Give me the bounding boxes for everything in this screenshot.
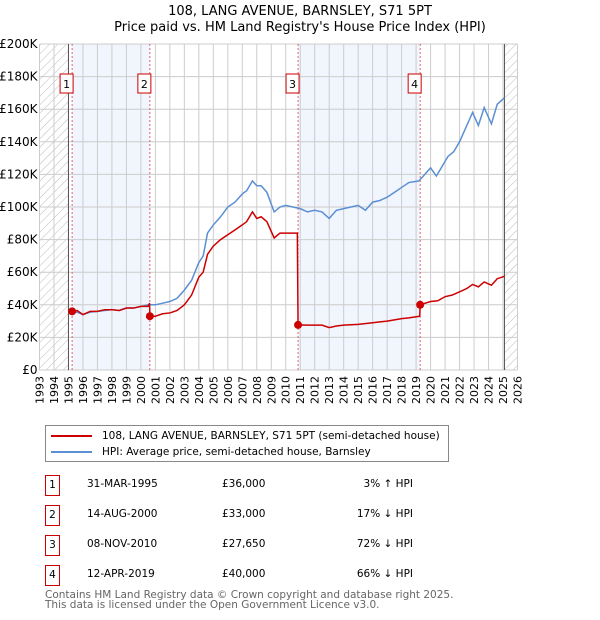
footer-line-1: Contains HM Land Registry data © Crown c… bbox=[45, 589, 454, 601]
transaction-point bbox=[68, 307, 77, 316]
x-tick-label: 2007 bbox=[236, 376, 249, 404]
transaction-price: £27,650 bbox=[222, 538, 266, 550]
transaction-date: 14-AUG-2000 bbox=[87, 508, 158, 520]
chart-title: 108, LANG AVENUE, BARNSLEY, S71 5PT bbox=[168, 4, 432, 19]
y-tick-label: £0 bbox=[22, 363, 37, 377]
x-tick-label: 2008 bbox=[251, 376, 264, 404]
transaction-marker-label: 1 bbox=[45, 475, 60, 496]
transaction-hpi-diff: 66% ↓ HPI bbox=[356, 568, 413, 580]
transaction-marker-label: 2 bbox=[141, 78, 148, 91]
y-tick-label: £200K bbox=[0, 37, 39, 51]
x-tick-label: 1997 bbox=[91, 376, 104, 404]
x-tick-label: 1996 bbox=[77, 376, 90, 404]
x-tick-label: 2009 bbox=[265, 376, 278, 404]
transaction-hpi-diff: 3% ↑ HPI bbox=[363, 478, 413, 490]
transaction-marker-label: 3 bbox=[289, 78, 296, 91]
transaction-marker-box bbox=[137, 73, 152, 94]
transaction-marker-label: 1 bbox=[63, 78, 70, 91]
footer: Contains HM Land Registry data © Crown c… bbox=[45, 589, 454, 611]
legend-label-property: 108, LANG AVENUE, BARNSLEY, S71 5PT (sem… bbox=[102, 430, 440, 442]
x-tick-label: 2006 bbox=[222, 376, 235, 404]
x-tick-label: 2017 bbox=[381, 376, 394, 404]
transaction-marker-label: 2 bbox=[45, 505, 60, 526]
table-row: 2 14-AUG-2000 £33,000 17% ↓ HPI bbox=[45, 505, 465, 526]
x-tick-label: 2004 bbox=[193, 376, 206, 404]
transaction-price: £40,000 bbox=[222, 568, 266, 580]
transaction-marker-label: 4 bbox=[411, 78, 418, 91]
transaction-price: £33,000 bbox=[222, 508, 266, 520]
transaction-date: 08-NOV-2010 bbox=[87, 538, 158, 550]
y-tick-label: £180K bbox=[0, 70, 39, 84]
x-tick-label: 2015 bbox=[352, 376, 365, 404]
legend-swatch-hpi bbox=[51, 451, 92, 453]
transaction-marker-label: 3 bbox=[45, 535, 60, 556]
transaction-price: £36,000 bbox=[222, 478, 266, 490]
y-tick-label: £140K bbox=[0, 135, 39, 149]
x-tick-label: 2003 bbox=[178, 376, 191, 404]
x-tick-label: 1993 bbox=[34, 376, 47, 404]
hpi-line bbox=[71, 97, 505, 316]
y-tick-label: £120K bbox=[0, 167, 39, 181]
transaction-hpi-diff: 72% ↓ HPI bbox=[356, 538, 413, 550]
legend-label-hpi: HPI: Average price, semi-detached house,… bbox=[102, 446, 371, 458]
y-tick-label: £40K bbox=[7, 298, 39, 312]
transaction-marker-box bbox=[407, 73, 422, 94]
y-tick-label: £100K bbox=[0, 200, 39, 214]
x-tick-label: 2005 bbox=[207, 376, 220, 404]
x-tick-label: 2014 bbox=[338, 376, 351, 404]
y-tick-label: £60K bbox=[7, 265, 39, 279]
transaction-hpi-diff: 17% ↓ HPI bbox=[356, 508, 413, 520]
chart-subtitle: Price paid vs. HM Land Registry's House … bbox=[114, 20, 486, 35]
footer-line-2: This data is licensed under the Open Gov… bbox=[45, 599, 380, 611]
y-tick-label: £20K bbox=[7, 330, 39, 344]
x-tick-label: 2016 bbox=[367, 376, 380, 404]
x-tick-label: 2001 bbox=[149, 376, 162, 404]
transaction-date: 12-APR-2019 bbox=[87, 568, 155, 580]
x-tick-label: 2025 bbox=[497, 376, 510, 404]
legend: 108, LANG AVENUE, BARNSLEY, S71 5PT (sem… bbox=[45, 425, 449, 462]
x-tick-label: 2022 bbox=[454, 376, 467, 404]
x-tick-label: 2019 bbox=[410, 376, 423, 404]
transaction-marker-label: 4 bbox=[45, 565, 60, 586]
x-tick-label: 1999 bbox=[120, 376, 133, 404]
table-row: 4 12-APR-2019 £40,000 66% ↓ HPI bbox=[45, 565, 465, 586]
y-tick-label: £80K bbox=[7, 233, 39, 247]
transaction-point bbox=[294, 320, 303, 329]
transaction-marker-box bbox=[285, 73, 300, 94]
x-tick-label: 2020 bbox=[425, 376, 438, 404]
x-tick-label: 2002 bbox=[164, 376, 177, 404]
transaction-marker-box bbox=[59, 73, 74, 94]
y-tick-label: £160K bbox=[0, 102, 39, 116]
x-tick-label: 2021 bbox=[439, 376, 452, 404]
transaction-point bbox=[416, 300, 425, 309]
x-tick-label: 2013 bbox=[323, 376, 336, 404]
table-row: 1 31-MAR-1995 £36,000 3% ↑ HPI bbox=[45, 475, 465, 496]
x-tick-label: 1998 bbox=[106, 376, 119, 404]
table-row: 3 08-NOV-2010 £27,650 72% ↓ HPI bbox=[45, 535, 465, 556]
x-tick-label: 2010 bbox=[280, 376, 293, 404]
x-tick-label: 2018 bbox=[396, 376, 409, 404]
x-tick-label: 1995 bbox=[62, 376, 75, 404]
x-tick-label: 2026 bbox=[512, 376, 525, 404]
x-tick-label: 2024 bbox=[483, 376, 496, 404]
x-tick-label: 2000 bbox=[135, 376, 148, 404]
legend-swatch-property bbox=[51, 435, 92, 437]
property-price-line bbox=[71, 210, 505, 329]
x-tick-label: 2012 bbox=[309, 376, 322, 404]
x-tick-label: 2011 bbox=[294, 376, 307, 404]
x-tick-label: 1994 bbox=[48, 376, 61, 404]
plot-area: 1993 1994 1995 1996 1997 1998 1999 2000 2001 2002… bbox=[0, 37, 525, 404]
x-tick-label: 2023 bbox=[468, 376, 481, 404]
transaction-date: 31-MAR-1995 bbox=[87, 478, 158, 490]
transaction-point bbox=[145, 312, 154, 321]
